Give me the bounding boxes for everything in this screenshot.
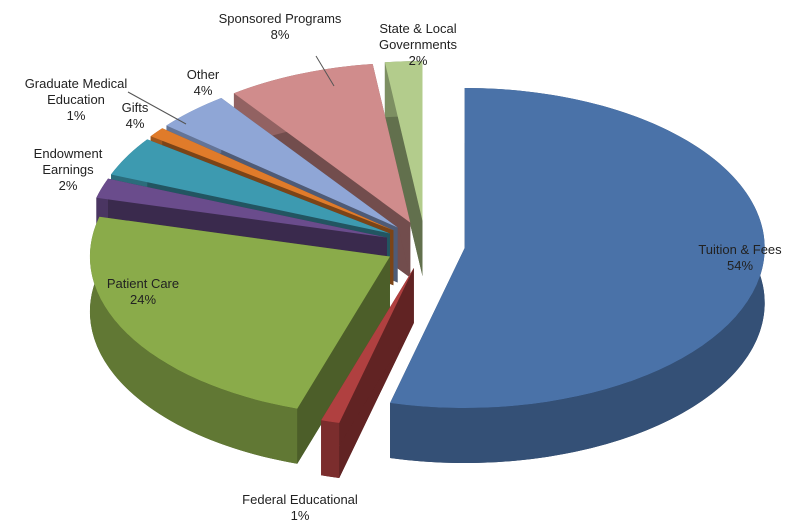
category-label: Endowment Earnings xyxy=(33,146,103,177)
slice xyxy=(321,268,414,424)
value-label: 2% xyxy=(58,178,78,193)
slice xyxy=(96,178,387,238)
value-label: 4% xyxy=(193,83,213,98)
slice-label: State & Local Governments 2% xyxy=(368,21,468,69)
slice xyxy=(321,268,414,479)
category-label: Sponsored Programs xyxy=(218,11,342,26)
category-label: Patient Care xyxy=(106,276,180,291)
slice-label: Tuition & Fees 54% xyxy=(680,242,795,274)
leader-line xyxy=(315,55,335,87)
category-label: Other xyxy=(186,67,220,82)
slice xyxy=(233,63,411,223)
slice xyxy=(150,128,394,231)
category-label: Graduate Medical Education xyxy=(24,76,128,107)
slice-wall xyxy=(321,420,340,479)
value-label: 1% xyxy=(290,508,310,523)
category-label: Federal Educational xyxy=(242,492,358,507)
slice xyxy=(390,88,765,409)
value-label: 4% xyxy=(125,116,145,131)
slice xyxy=(384,61,423,222)
slice-label: Gifts 4% xyxy=(115,100,155,132)
slice-side xyxy=(321,268,414,476)
slice-label: Sponsored Programs 8% xyxy=(200,11,360,43)
value-label: 24% xyxy=(129,292,157,307)
slice-label: Federal Educational 1% xyxy=(220,492,380,524)
leader-line xyxy=(127,91,187,125)
slice-label: Endowment Earnings 2% xyxy=(26,146,111,194)
value-label: 54% xyxy=(726,258,754,273)
slice-label: Other 4% xyxy=(178,67,228,99)
slice xyxy=(89,216,390,409)
slice xyxy=(111,139,390,234)
value-label: 2% xyxy=(408,53,428,68)
slice xyxy=(390,88,765,464)
slice-wall xyxy=(89,216,298,464)
category-label: State & Local Governments xyxy=(378,21,458,52)
category-label: Gifts xyxy=(121,100,149,115)
value-label: 8% xyxy=(270,27,290,42)
value-label: 1% xyxy=(66,108,86,123)
slice-label: Graduate Medical Education 1% xyxy=(16,76,136,124)
slice xyxy=(89,216,390,464)
slice xyxy=(166,98,398,228)
slice-label: Patient Care 24% xyxy=(93,276,193,308)
category-label: Tuition & Fees xyxy=(698,242,782,257)
slices xyxy=(89,61,765,479)
